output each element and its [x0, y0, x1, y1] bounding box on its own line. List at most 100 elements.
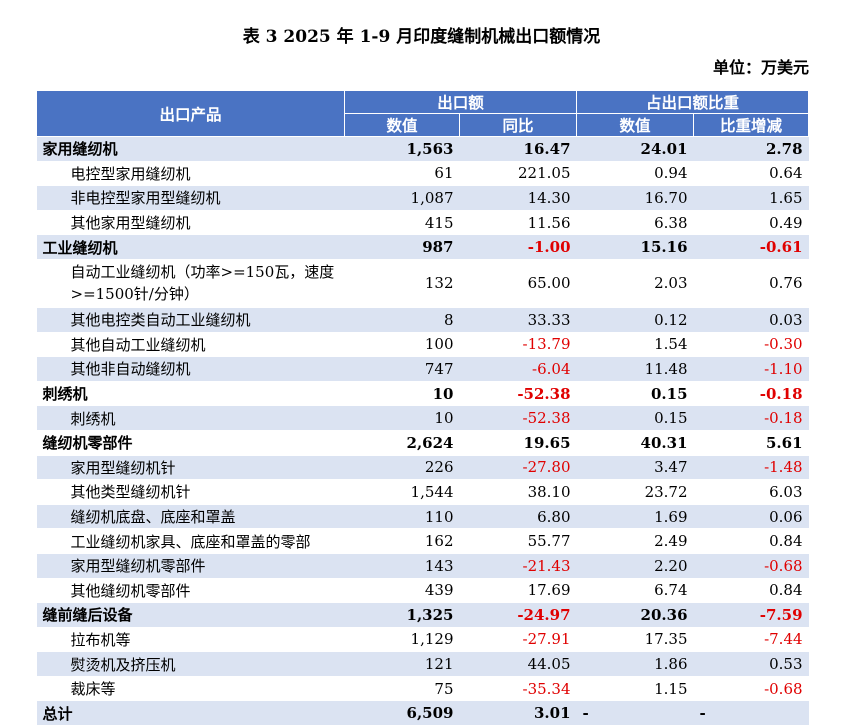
table-row: 自动工业缝纫机（功率>=150瓦，速度>=1500针/分钟） 132 65.00 2.… [36, 259, 809, 308]
cell-value: 2,624 [344, 430, 460, 456]
cell-yoy: -1.00 [459, 234, 577, 260]
table-row: 工业缝纫机家具、底座和罩盖的零部 162 55.77 2.49 0.84 [36, 528, 809, 554]
category-row: 家用缝纫机 1,563 16.47 24.01 2.78 [36, 136, 809, 162]
product-name: 非电控型家用型缝纫机 [36, 185, 345, 211]
cell-yoy: -27.91 [459, 627, 577, 653]
cell-share: 2.20 [576, 553, 694, 579]
header-value: 数值 [344, 113, 460, 137]
header-share-value: 数值 [576, 113, 695, 137]
cell-value: 61 [344, 161, 460, 187]
cell-change: 6.03 [693, 479, 809, 505]
cell-value: 1,129 [344, 627, 460, 653]
cell-share: 11.48 [576, 356, 694, 382]
table-row: 熨烫机及挤压机 121 44.05 1.86 0.53 [36, 651, 809, 677]
table-row: 刺绣机 10 -52.38 0.15 -0.18 [36, 405, 809, 431]
table-row: 电控型家用缝纫机 61 221.05 0.94 0.64 [36, 161, 809, 187]
cell-change: 0.06 [693, 504, 809, 530]
table-title: 表 3 2025 年 1-9 月印度缝制机械出口额情况 [242, 27, 601, 47]
product-name: 缝前缝后设备 [36, 602, 345, 628]
cell-share: 17.35 [576, 627, 694, 653]
cell-share: 1.69 [576, 504, 694, 530]
cell-yoy: 14.30 [459, 185, 577, 211]
product-name: 刺绣机 [36, 405, 345, 431]
cell-yoy: 38.10 [459, 479, 577, 505]
cell-value: 75 [344, 676, 460, 702]
cell-share: 0.15 [576, 405, 694, 431]
cell-share: 40.31 [576, 430, 694, 456]
table-row: 其他家用型缝纫机 415 11.56 6.38 0.49 [36, 210, 809, 236]
cell-change: 0.84 [693, 578, 809, 604]
cell-value: 10 [344, 381, 460, 407]
cell-yoy: -52.38 [459, 405, 577, 431]
table-row: 家用型缝纫机针 226 -27.80 3.47 -1.48 [36, 455, 809, 481]
cell-change: -1.10 [693, 356, 809, 382]
cell-change: 0.64 [693, 161, 809, 187]
product-name: 家用型缝纫机零部件 [36, 553, 345, 579]
cell-yoy: 6.80 [459, 504, 577, 530]
cell-value: 987 [344, 234, 460, 260]
cell-share: 3.47 [576, 455, 694, 481]
product-name: 工业缝纫机 [36, 234, 345, 260]
header-product: 出口产品 [36, 90, 345, 137]
table-row: 其他缝纫机零部件 439 17.69 6.74 0.84 [36, 578, 809, 604]
cell-change: 0.53 [693, 651, 809, 677]
cell-share: 1.54 [576, 332, 694, 358]
cell-value: 110 [344, 504, 460, 530]
header-share: 占出口额比重 [576, 90, 810, 114]
cell-share: 6.74 [576, 578, 694, 604]
cell-yoy: 33.33 [459, 307, 577, 333]
cell-share: 1.15 [576, 676, 694, 702]
cell-value: 6,509 [344, 700, 460, 726]
cell-share: 2.03 [576, 259, 694, 308]
cell-value: 747 [344, 356, 460, 382]
cell-yoy: 16.47 [459, 136, 577, 162]
product-name: 其他电控类自动工业缝纫机 [36, 307, 345, 333]
cell-value: 143 [344, 553, 460, 579]
cell-value: 100 [344, 332, 460, 358]
cell-change: -0.68 [693, 553, 809, 579]
cell-yoy: 221.05 [459, 161, 577, 187]
cell-yoy: 11.56 [459, 210, 577, 236]
cell-value: 1,544 [344, 479, 460, 505]
cell-share: 24.01 [576, 136, 694, 162]
cell-share: 0.94 [576, 161, 694, 187]
cell-value: 415 [344, 210, 460, 236]
cell-value: 132 [344, 259, 460, 308]
category-row: 工业缝纫机 987 -1.00 15.16 -0.61 [36, 234, 809, 260]
product-name: 工业缝纫机家具、底座和罩盖的零部 [36, 528, 345, 554]
header-share-change: 比重增减 [693, 113, 810, 137]
cell-change: 5.61 [693, 430, 809, 456]
table-row: 其他类型缝纫机针 1,544 38.10 23.72 6.03 [36, 479, 809, 505]
product-name: 刺绣机 [36, 381, 345, 407]
product-name: 其他家用型缝纫机 [36, 210, 345, 236]
table-row: 裁床等 75 -35.34 1.15 -0.68 [36, 676, 809, 702]
table-row: 其他自动工业缝纫机 100 -13.79 1.54 -0.30 [36, 332, 809, 358]
cell-yoy: 3.01 [459, 700, 577, 726]
cell-value: 439 [344, 578, 460, 604]
cell-change: 0.49 [693, 210, 809, 236]
cell-yoy: -35.34 [459, 676, 577, 702]
product-name: 其他类型缝纫机针 [36, 479, 345, 505]
cell-yoy: -27.80 [459, 455, 577, 481]
cell-change: -0.30 [693, 332, 809, 358]
cell-yoy: 65.00 [459, 259, 577, 308]
cell-share: 0.15 [576, 381, 694, 407]
total-row: 总计 6,509 3.01- - [36, 700, 809, 726]
header-yoy: 同比 [458, 113, 578, 137]
cell-share: 0.12 [576, 307, 694, 333]
product-name: 裁床等 [36, 676, 345, 702]
product-name: 家用型缝纫机针 [36, 455, 345, 481]
category-row: 缝前缝后设备 1,325 -24.97 20.36 -7.59 [36, 602, 809, 628]
product-name: 电控型家用缝纫机 [36, 161, 345, 187]
export-table: 出口产品 出口额 占出口额比重 数值 同比 数值 比重增减 家用缝纫机 1,563… [36, 90, 810, 726]
product-name: 其他非自动缝纫机 [36, 356, 345, 382]
product-name: 其他自动工业缝纫机 [36, 332, 345, 358]
product-name: 缝纫机底盘、底座和罩盖 [36, 504, 345, 530]
cell-yoy: -6.04 [459, 356, 577, 382]
table-row: 其他非自动缝纫机 747 -6.04 11.48 -1.10 [36, 356, 809, 382]
cell-share: 20.36 [576, 602, 694, 628]
category-row: 刺绣机 10 -52.38 0.15 -0.18 [36, 381, 809, 407]
cell-change: 2.78 [693, 136, 809, 162]
table-row: 非电控型家用型缝纫机 1,087 14.30 16.70 1.65 [36, 185, 809, 211]
cell-yoy: 17.69 [459, 578, 577, 604]
